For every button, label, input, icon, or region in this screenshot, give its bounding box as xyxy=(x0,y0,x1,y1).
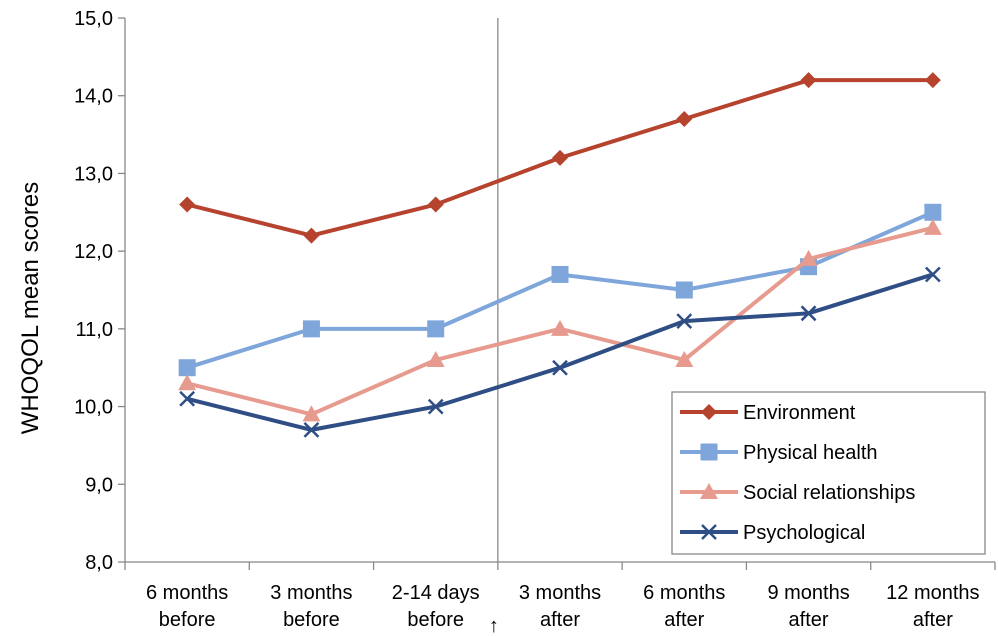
legend-entry: Social relationships xyxy=(743,482,915,504)
data-point xyxy=(427,398,444,415)
data-point xyxy=(923,218,942,235)
data-point xyxy=(800,305,817,322)
legend-swatch-marker xyxy=(700,483,718,499)
y-tick-label: 12,0 xyxy=(74,241,113,263)
data-point xyxy=(427,320,445,338)
x-tick-label: 12 months after xyxy=(886,582,979,631)
y-tick-label: 8,0 xyxy=(85,552,113,574)
intervention-arrow: ↑ xyxy=(489,615,499,636)
data-point xyxy=(800,72,817,89)
data-point xyxy=(551,265,569,283)
axes: 8,0 9,0 10,0 11,0 12,0 13,0 14,0 15,0 6 months be… xyxy=(74,8,996,636)
data-point xyxy=(676,111,693,128)
series-social-relationships xyxy=(178,218,942,422)
legend-entry: Physical health xyxy=(743,442,878,464)
data-point xyxy=(427,196,444,213)
data-point xyxy=(179,196,196,213)
x-tick-label: 3 months after xyxy=(519,582,601,631)
y-tick-label: 11,0 xyxy=(76,319,113,341)
data-point xyxy=(303,422,320,438)
legend-box xyxy=(671,391,986,555)
legend-swatch-marker xyxy=(701,524,717,540)
x-tick-label: 6 months after xyxy=(643,582,725,631)
data-point xyxy=(924,266,941,283)
series-layer xyxy=(178,72,942,438)
data-point xyxy=(303,227,320,244)
data-point xyxy=(179,390,196,407)
y-tick-label: 14,0 xyxy=(74,86,113,108)
y-tick-label: 15,0 xyxy=(74,8,113,30)
series-environment xyxy=(179,72,941,244)
x-tick-label: 2-14 days before xyxy=(392,582,480,631)
y-tick-label: 10,0 xyxy=(74,397,113,419)
data-point xyxy=(924,203,942,221)
y-tick-label: 13,0 xyxy=(74,163,113,185)
legend-swatch-marker xyxy=(701,404,717,420)
x-tick-label: 3 months before xyxy=(270,582,352,631)
data-point xyxy=(178,359,196,377)
data-point xyxy=(178,374,197,391)
data-point xyxy=(675,350,694,367)
data-point xyxy=(302,320,320,338)
y-axis-label: WHOQOL mean scores xyxy=(17,182,44,435)
data-point xyxy=(799,249,818,266)
legend-entry: Psychological xyxy=(743,522,865,544)
data-point xyxy=(676,313,693,329)
series-line xyxy=(186,210,934,370)
data-point xyxy=(924,72,941,89)
x-tick-label: 9 months after xyxy=(767,582,849,631)
data-point xyxy=(552,359,568,376)
legend-entry: Environment xyxy=(743,402,856,424)
series-psychological xyxy=(179,266,941,438)
series-physical-health xyxy=(178,203,942,377)
legend-swatch-marker xyxy=(700,443,718,461)
data-point xyxy=(675,281,693,299)
data-point xyxy=(302,405,321,422)
y-tick-label: 9,0 xyxy=(85,474,113,496)
data-point xyxy=(552,149,568,166)
data-point xyxy=(426,350,445,367)
data-point xyxy=(551,319,569,336)
legend: Environment Physical health Social relatio… xyxy=(671,391,986,555)
x-tick-label: 6 months before xyxy=(146,582,228,631)
